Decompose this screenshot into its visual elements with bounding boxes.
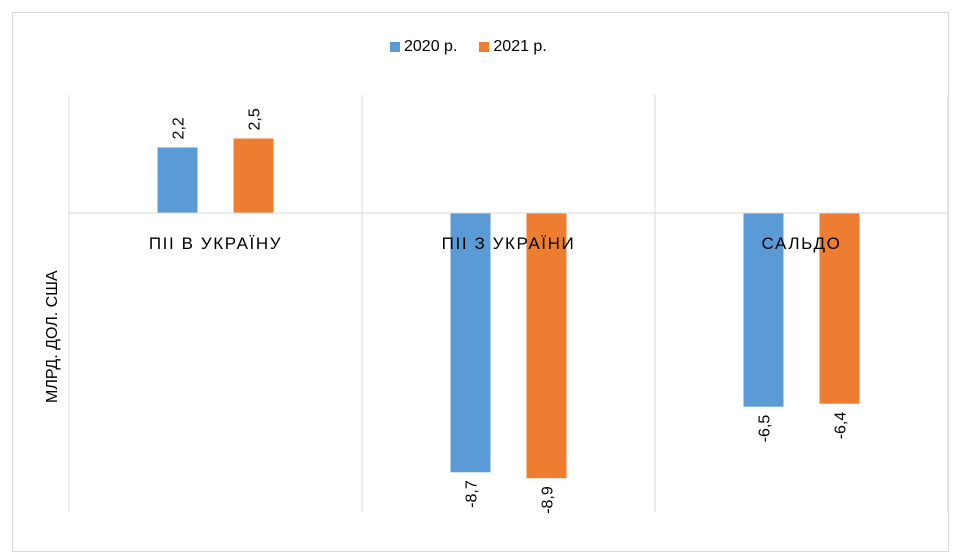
data-label-1-1: -8,9 [540, 486, 557, 514]
bar-0-2 [743, 213, 784, 407]
bar-chart: 2,2 2,5 -8,7 -8,9 -6,5 -6,4 ПІІ В УКРАЇНУ ПІІ З… [68, 95, 949, 514]
legend: 2020 р. 2021 р. [390, 38, 547, 56]
data-label-0-1: -8,7 [464, 480, 481, 508]
category-label: ПІІ З УКРАЇНИ [442, 234, 576, 253]
legend-label-2021: 2021 р. [493, 38, 547, 55]
bar-1-1 [526, 213, 567, 479]
data-label-0-0: 2,2 [171, 117, 188, 139]
category-label: ПІІ В УКРАЇНУ [149, 234, 282, 253]
legend-item-2020: 2020 р. [390, 38, 457, 56]
legend-item-2021: 2021 р. [479, 38, 547, 56]
legend-label-2020: 2020 р. [404, 38, 458, 55]
category-label: САЛЬДО [762, 234, 842, 253]
legend-swatch-2021 [479, 42, 490, 52]
data-label-0-2: -6,5 [757, 415, 774, 443]
bar-1-2 [819, 213, 860, 404]
bar-0-1 [450, 213, 491, 473]
data-label-1-0: 2,5 [247, 108, 264, 130]
bar-0-0 [157, 147, 198, 213]
data-label-1-2: -6,4 [833, 412, 850, 440]
bar-1-0 [233, 138, 274, 213]
legend-swatch-2020 [390, 42, 400, 52]
